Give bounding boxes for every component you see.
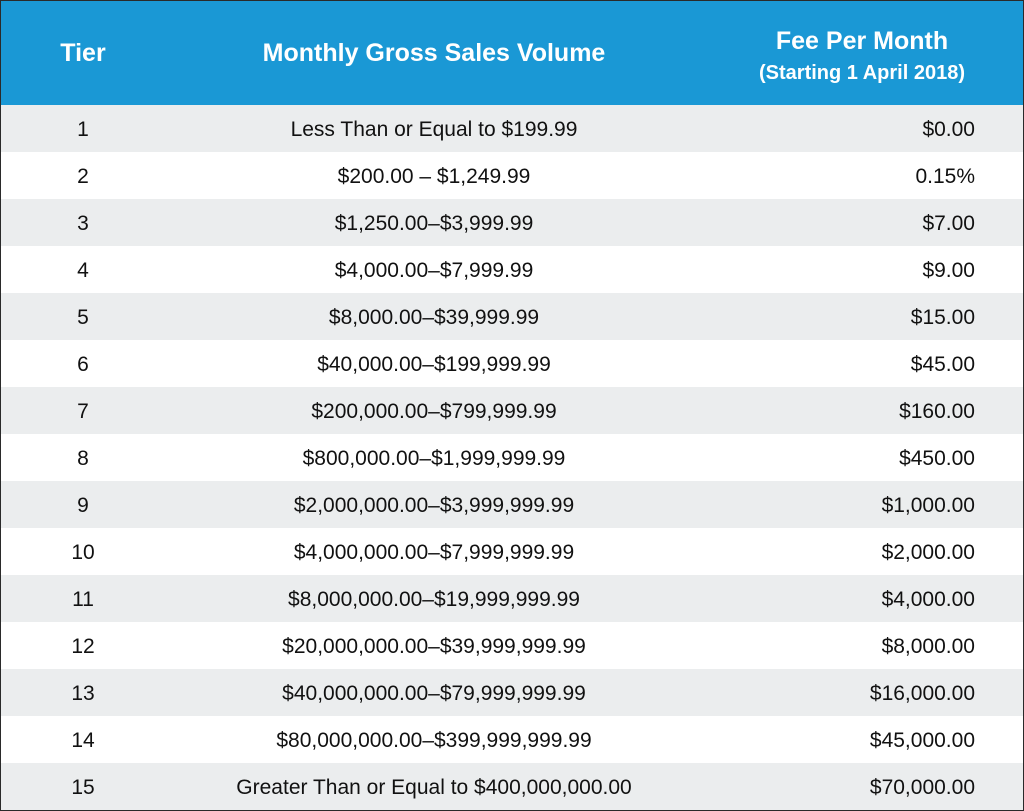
cell-fee: $7.00 xyxy=(922,212,975,235)
cell-tier: 11 xyxy=(72,588,94,611)
cell-volume: $4,000.00–$7,999.99 xyxy=(334,259,534,282)
table-row: 14 $80,000,000.00–$399,999,999.99 $45,00… xyxy=(1,716,1023,763)
cell-tier: 10 xyxy=(71,541,95,564)
cell-volume: $80,000,000.00–$399,999,999.99 xyxy=(276,729,592,752)
cell-fee: $1,000.00 xyxy=(881,494,975,517)
cell-fee: $2,000.00 xyxy=(881,541,975,564)
table-row: 8 $800,000.00–$1,999,999.99 $450.00 xyxy=(1,434,1023,481)
cell-volume: $8,000,000.00–$19,999,999.99 xyxy=(288,588,580,611)
cell-tier: 7 xyxy=(77,400,89,423)
cell-tier: 14 xyxy=(71,729,95,752)
table-row: 12 $20,000,000.00–$39,999,999.99 $8,000.… xyxy=(1,622,1023,669)
table-row: 13 $40,000,000.00–$79,999,999.99 $16,000… xyxy=(1,669,1023,716)
cell-tier: 15 xyxy=(71,776,95,799)
cell-fee: $4,000.00 xyxy=(881,588,975,611)
table-row: 7 $200,000.00–$799,999.99 $160.00 xyxy=(1,387,1023,434)
table-row: 6 $40,000.00–$199,999.99 $45.00 xyxy=(1,340,1023,387)
column-header-tier: Tier xyxy=(60,39,106,67)
cell-tier: 1 xyxy=(77,118,89,141)
cell-fee: $160.00 xyxy=(899,400,975,423)
cell-volume: $40,000,000.00–$79,999,999.99 xyxy=(282,682,586,705)
cell-tier: 12 xyxy=(71,635,95,658)
table-row: 11 $8,000,000.00–$19,999,999.99 $4,000.0… xyxy=(1,575,1023,622)
cell-tier: 3 xyxy=(77,212,89,235)
cell-volume: Less Than or Equal to $199.99 xyxy=(290,118,578,141)
table-row: 10 $4,000,000.00–$7,999,999.99 $2,000.00 xyxy=(1,528,1023,575)
table-row: 15 Greater Than or Equal to $400,000,000… xyxy=(1,763,1023,810)
cell-volume: $8,000.00–$39,999.99 xyxy=(328,306,540,329)
cell-fee: $450.00 xyxy=(899,447,975,470)
cell-tier: 8 xyxy=(77,447,89,470)
table-row: 5 $8,000.00–$39,999.99 $15.00 xyxy=(1,293,1023,340)
table-row: 2 $200.00 – $1,249.99 0.15% xyxy=(1,152,1023,199)
table-row: 4 $4,000.00–$7,999.99 $9.00 xyxy=(1,246,1023,293)
table-body: 1 Less Than or Equal to $199.99 $0.00 2 … xyxy=(1,105,1023,810)
cell-fee: $45,000.00 xyxy=(869,729,975,752)
column-header-volume: Monthly Gross Sales Volume xyxy=(262,39,606,67)
cell-fee: $0.00 xyxy=(922,118,975,141)
cell-tier: 9 xyxy=(77,494,89,517)
cell-fee: $16,000.00 xyxy=(869,682,975,705)
table-header: Tier Monthly Gross Sales Volume Fee Per … xyxy=(1,1,1023,105)
cell-tier: 4 xyxy=(77,259,89,282)
cell-fee: $8,000.00 xyxy=(881,635,975,658)
cell-volume: $2,000,000.00–$3,999,999.99 xyxy=(293,494,575,517)
column-header-fee: Fee Per Month xyxy=(775,27,949,55)
cell-volume: $200,000.00–$799,999.99 xyxy=(311,400,557,423)
cell-fee: $15.00 xyxy=(910,306,975,329)
cell-volume: Greater Than or Equal to $400,000,000.00 xyxy=(236,776,632,799)
table-row: 1 Less Than or Equal to $199.99 $0.00 xyxy=(1,105,1023,152)
cell-tier: 6 xyxy=(77,353,89,376)
cell-fee: $9.00 xyxy=(922,259,975,282)
cell-tier: 2 xyxy=(77,165,89,188)
cell-fee: $70,000.00 xyxy=(869,776,975,799)
cell-fee: $45.00 xyxy=(910,353,975,376)
cell-volume: $1,250.00–$3,999.99 xyxy=(334,212,534,235)
cell-volume: $800,000.00–$1,999,999.99 xyxy=(302,447,566,470)
table-row: 9 $2,000,000.00–$3,999,999.99 $1,000.00 xyxy=(1,481,1023,528)
cell-fee: 0.15% xyxy=(915,165,975,188)
cell-volume: $4,000,000.00–$7,999,999.99 xyxy=(293,541,575,564)
cell-volume: $40,000.00–$199,999.99 xyxy=(317,353,551,376)
cell-tier: 5 xyxy=(77,306,89,329)
column-header-fee-subtitle: (Starting 1 April 2018) xyxy=(759,62,965,84)
cell-tier: 13 xyxy=(71,682,95,705)
cell-volume: $200.00 – $1,249.99 xyxy=(337,165,531,188)
cell-volume: $20,000,000.00–$39,999,999.99 xyxy=(282,635,586,658)
table-row: 3 $1,250.00–$3,999.99 $7.00 xyxy=(1,199,1023,246)
